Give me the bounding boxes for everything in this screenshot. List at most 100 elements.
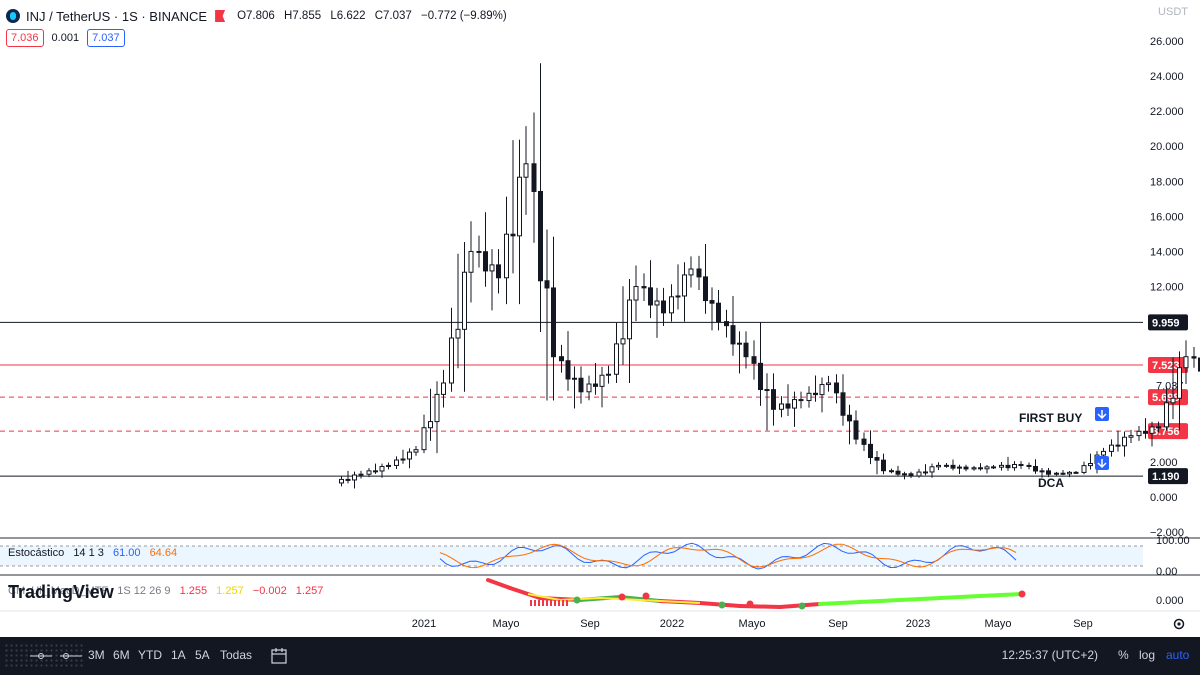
candle-body	[765, 390, 769, 391]
macd-histogram-bar	[546, 600, 548, 606]
candle-body	[1068, 472, 1072, 473]
chart-header: INJ / TetherUS · 1S · BINANCE O7.806 H7.…	[6, 6, 513, 26]
range-5a[interactable]: 5A	[195, 648, 210, 662]
candle-body	[469, 251, 473, 272]
range-6m[interactable]: 6M	[113, 648, 130, 662]
price-axis-label: 12.000	[1150, 282, 1184, 294]
candle-body	[689, 269, 693, 275]
candle-body	[414, 450, 418, 452]
percent-toggle[interactable]: %	[1118, 648, 1129, 662]
candle-body	[985, 467, 989, 469]
macd-v1: 1.255	[180, 585, 208, 597]
range-todas[interactable]: Todas	[220, 648, 252, 662]
candle-body	[835, 383, 839, 393]
macd-params: 1S 12 26 9	[117, 585, 170, 597]
candle-body	[490, 265, 494, 271]
time-axis-label: Sep	[1073, 618, 1093, 630]
candle-body	[958, 467, 962, 468]
stoch-k: 61.00	[113, 547, 141, 559]
range-3m[interactable]: 3M	[88, 648, 105, 662]
macd-cross-dot	[719, 602, 726, 609]
bid-ask: 7.036 0.001 7.037	[6, 29, 125, 47]
macd-cross-dot	[574, 597, 581, 604]
line-tool-icon[interactable]	[60, 650, 82, 662]
low-value: L6.622	[330, 10, 365, 22]
candle-body	[560, 357, 564, 361]
sell-price-button[interactable]: 7.036	[6, 29, 44, 47]
candle-body	[387, 465, 391, 466]
tradingview-watermark: TradingView	[8, 582, 114, 603]
spread-value: 0.001	[52, 32, 80, 44]
candle-body	[945, 465, 949, 466]
time-axis-label: 2021	[412, 618, 436, 630]
calendar-icon[interactable]	[270, 647, 288, 665]
price-axis-label: 18.000	[1150, 176, 1184, 188]
macd-line-segment	[980, 594, 1022, 596]
macd-cross-dot	[1019, 591, 1026, 598]
price-axis-label: 14.000	[1150, 246, 1184, 258]
macd-v2: 1.257	[216, 585, 244, 597]
candle-body	[422, 428, 426, 450]
candle-body	[634, 287, 638, 301]
compare-icon[interactable]	[30, 650, 52, 662]
candle-body	[1034, 466, 1038, 471]
stoch-axis-label: 0.00	[1156, 566, 1177, 578]
price-axis-label: 0.000	[1150, 492, 1178, 504]
range-ytd[interactable]: YTD	[138, 648, 162, 662]
candle-body	[992, 467, 996, 468]
candle-body	[738, 343, 742, 344]
candle-body	[807, 393, 811, 400]
macd-line-segment	[940, 596, 980, 598]
log-toggle[interactable]: log	[1139, 648, 1155, 662]
candle-body	[497, 265, 501, 278]
candle-body	[662, 301, 666, 313]
macd-cross-dot	[619, 594, 626, 601]
time-axis-label: 2023	[906, 618, 930, 630]
stoch-params: 14 1 3	[73, 547, 104, 559]
stoch-legend[interactable]: Estocástico 14 1 3 61.00 64.64	[8, 547, 183, 559]
candle-body	[1061, 473, 1065, 474]
flag-icon[interactable]	[215, 10, 225, 22]
buy-price-button[interactable]: 7.037	[87, 29, 125, 47]
clock-timezone[interactable]: 12:25:37 (UTC+2)	[1002, 648, 1098, 662]
candle-body	[930, 467, 934, 472]
auto-toggle[interactable]: auto	[1166, 648, 1189, 662]
candle-body	[1165, 403, 1169, 427]
candle-body	[1013, 465, 1017, 468]
price-axis-label: 20.000	[1150, 141, 1184, 153]
candle-body	[1102, 451, 1106, 455]
candle-body	[435, 394, 439, 421]
candle-body	[772, 390, 776, 410]
symbol-title[interactable]: INJ / TetherUS · 1S · BINANCE	[26, 9, 207, 24]
candle-body	[759, 363, 763, 389]
candle-body	[854, 421, 858, 439]
stoch-axis-label: 100.00	[1156, 535, 1190, 547]
gear-icon[interactable]	[1172, 617, 1186, 631]
inj-coin-icon	[6, 9, 20, 23]
candle-body	[752, 357, 756, 364]
candle-body	[621, 339, 625, 344]
candle-body	[1082, 466, 1086, 473]
candle-body	[340, 479, 344, 483]
candle-body	[456, 329, 460, 338]
candle-body	[524, 164, 528, 177]
candle-body	[820, 385, 824, 395]
range-1a[interactable]: 1A	[171, 648, 186, 662]
macd-line-segment	[820, 602, 860, 604]
candle-body	[1144, 431, 1148, 433]
candle-body	[1027, 465, 1031, 466]
candle-body	[1137, 431, 1141, 435]
candle-body	[649, 288, 653, 305]
macd-v3: −0.002	[253, 585, 287, 597]
candle-body	[786, 404, 790, 408]
stoch-name: Estocástico	[8, 547, 64, 559]
candle-body	[600, 375, 604, 386]
candle-body	[697, 269, 701, 277]
level-price-label: 7.523	[1152, 360, 1180, 372]
macd-axis-label: 0.000	[1156, 595, 1184, 607]
macd-histogram-bar	[530, 600, 532, 606]
price-axis-label: 24.000	[1150, 71, 1184, 83]
candle-body	[545, 281, 549, 288]
